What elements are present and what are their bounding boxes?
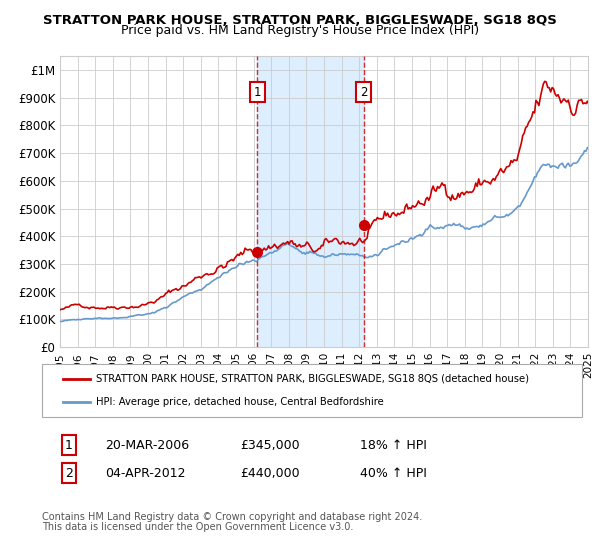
Text: 2: 2: [360, 86, 368, 99]
Text: £345,000: £345,000: [240, 438, 299, 452]
Text: STRATTON PARK HOUSE, STRATTON PARK, BIGGLESWADE, SG18 8QS: STRATTON PARK HOUSE, STRATTON PARK, BIGG…: [43, 14, 557, 27]
Text: HPI: Average price, detached house, Central Bedfordshire: HPI: Average price, detached house, Cent…: [96, 397, 384, 407]
Bar: [257, 56, 364, 347]
Text: This data is licensed under the Open Government Licence v3.0.: This data is licensed under the Open Gov…: [42, 522, 353, 532]
Text: Price paid vs. HM Land Registry's House Price Index (HPI): Price paid vs. HM Land Registry's House …: [121, 24, 479, 37]
Text: STRATTON PARK HOUSE, STRATTON PARK, BIGGLESWADE, SG18 8QS (detached house): STRATTON PARK HOUSE, STRATTON PARK, BIGG…: [96, 374, 529, 384]
Text: 20-MAR-2006: 20-MAR-2006: [105, 438, 189, 452]
Text: 40% ↑ HPI: 40% ↑ HPI: [360, 466, 427, 480]
Text: £440,000: £440,000: [240, 466, 299, 480]
Text: Contains HM Land Registry data © Crown copyright and database right 2024.: Contains HM Land Registry data © Crown c…: [42, 512, 422, 522]
Text: 04-APR-2012: 04-APR-2012: [105, 466, 185, 480]
Text: 1: 1: [65, 438, 73, 452]
Text: 1: 1: [254, 86, 261, 99]
Text: 18% ↑ HPI: 18% ↑ HPI: [360, 438, 427, 452]
Text: 2: 2: [65, 466, 73, 480]
